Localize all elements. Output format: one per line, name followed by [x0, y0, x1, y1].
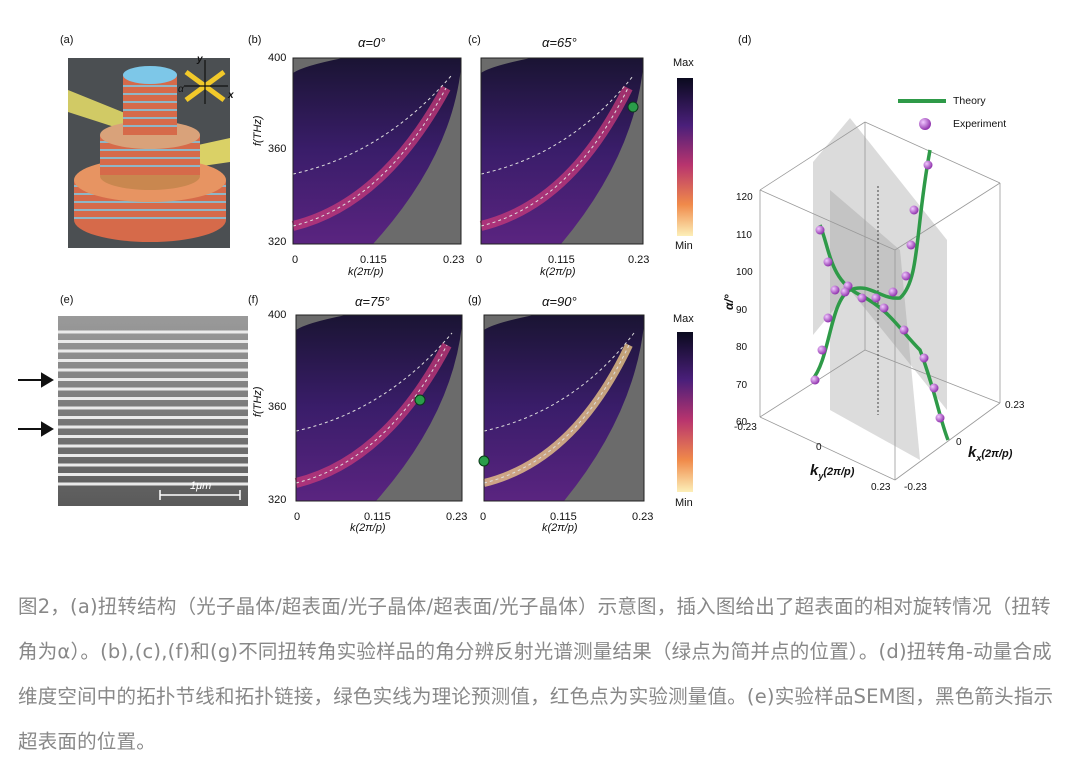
experiment-point [919, 353, 929, 363]
experiment-point [899, 325, 909, 335]
inset-alpha: α [178, 84, 184, 95]
degenerate-point [478, 455, 490, 467]
panel-label-c: (c) [468, 34, 481, 46]
y-axis-label: f(THz) [252, 115, 264, 146]
alpha-tick: 100 [736, 267, 753, 278]
y-axis-label: f(THz) [252, 386, 264, 417]
colorbar-min: Min [675, 497, 693, 509]
x-axis-label: k(2π/p) [350, 522, 386, 534]
alpha-tick: 110 [736, 229, 752, 241]
colorbar-max: Max [673, 313, 694, 325]
panel-label-f: (f) [248, 294, 259, 306]
experiment-point [888, 287, 898, 297]
panel-a-schematic [68, 58, 230, 248]
experiment-point [929, 383, 939, 393]
degenerate-point [627, 101, 639, 113]
scale-bar-label: 1μm [190, 480, 212, 492]
experiment-point [815, 225, 825, 235]
colorbar-bottom [677, 332, 693, 492]
x-axis-label: k(2π/p) [348, 266, 384, 278]
spectrum-panel [294, 314, 463, 502]
experiment-point [810, 375, 820, 385]
experiment-point [879, 303, 889, 313]
ky-tick: -0.23 [734, 422, 757, 433]
legend-theory: Theory [953, 95, 986, 107]
x-tick: 0.23 [446, 511, 468, 523]
experiment-point [817, 345, 827, 355]
x-tick: 0 [476, 254, 483, 266]
panel-label-d: (d) [738, 34, 752, 46]
panel-label-a: (a) [60, 34, 74, 46]
experiment-point [923, 160, 933, 170]
experiment-point [871, 293, 881, 303]
experiment-point [823, 257, 833, 267]
x-axis-label: k(2π/p) [542, 522, 578, 534]
kx-tick: 0.23 [1005, 400, 1025, 411]
alpha-tick: 90 [736, 304, 748, 316]
alpha-tick: 60 [736, 417, 748, 428]
alpha-inset [184, 60, 228, 104]
colorbar-top [677, 78, 693, 236]
title-c: α=65° [542, 35, 577, 50]
kx-tick: -0.23 [904, 482, 927, 493]
panel-label-g: (g) [468, 294, 482, 306]
x-axis-label: k(2π/p) [540, 266, 576, 278]
legend-experiment-marker [919, 118, 931, 130]
figure-caption: 图2，(a)扭转结构（光子晶体/超表面/光子晶体/超表面/光子晶体）示意图，插入… [18, 595, 1054, 753]
experiment-point [857, 293, 867, 303]
spectra-panels [291, 57, 645, 502]
x-tick: 0 [294, 511, 301, 523]
x-tick: 0.23 [628, 254, 650, 266]
x-tick: 0.115 [364, 511, 391, 523]
y-tick: 400 [268, 309, 287, 321]
panel-d-3d [759, 118, 1001, 481]
y-tick: 360 [268, 143, 287, 155]
kx-tick: 0 [956, 437, 962, 448]
spectrum-panel [479, 57, 644, 245]
degenerate-point [414, 394, 426, 406]
x-tick: 0.23 [632, 511, 654, 523]
x-tick: 0 [292, 254, 299, 266]
y-tick: 320 [268, 236, 287, 248]
sem-arrows [18, 372, 54, 437]
x-tick: 0.115 [550, 511, 577, 523]
inset-axis-y: y [197, 54, 203, 65]
experiment-point [901, 271, 911, 281]
inset-axis-x: x [228, 90, 234, 101]
alpha-axis-label: α/° [722, 294, 736, 310]
y-tick: 320 [268, 494, 287, 506]
experiment-point [823, 313, 833, 323]
experiment-point [830, 285, 840, 295]
experiment-point [906, 240, 916, 250]
title-b: α=0° [358, 35, 386, 50]
y-tick: 400 [268, 52, 287, 64]
spectrum-panel [478, 314, 645, 502]
x-tick: 0.115 [360, 254, 387, 266]
x-tick: 0.23 [443, 254, 465, 266]
legend-experiment: Experiment [953, 118, 1007, 130]
experiment-point [840, 287, 850, 297]
figure-graphics [18, 57, 1001, 506]
title-f: α=75° [355, 294, 390, 309]
ky-tick: 0.23 [871, 482, 891, 493]
experiment-point [935, 413, 945, 423]
y-tick: 360 [268, 401, 287, 413]
alpha-tick: 120 [736, 192, 753, 203]
ky-tick: 0 [816, 442, 822, 453]
spectrum-panel [291, 57, 462, 245]
colorbar-max: Max [673, 57, 694, 69]
x-tick: 0.115 [548, 254, 575, 266]
colorbar-min: Min [675, 240, 693, 252]
panel-label-e: (e) [60, 294, 74, 306]
panel-e-sem [58, 316, 248, 506]
ky-axis-label: ky(2π/p) [810, 462, 855, 481]
title-g: α=90° [542, 294, 577, 309]
panel-label-b: (b) [248, 34, 262, 46]
alpha-tick: 80 [736, 342, 748, 353]
experiment-point [909, 205, 919, 215]
alpha-tick: 70 [736, 379, 748, 391]
x-tick: 0 [480, 511, 487, 523]
kx-axis-label: kx(2π/p) [968, 444, 1013, 463]
